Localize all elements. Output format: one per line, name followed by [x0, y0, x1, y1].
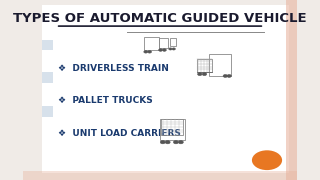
Circle shape: [173, 141, 178, 144]
Circle shape: [172, 48, 175, 50]
Bar: [160, 119, 185, 140]
Circle shape: [169, 48, 172, 50]
Text: TYPES OF AUTOMATIC GUIDED VEHICLE: TYPES OF AUTOMATIC GUIDED VEHICLE: [13, 12, 307, 24]
Bar: [197, 58, 212, 72]
Bar: [159, 38, 168, 48]
Circle shape: [178, 141, 183, 144]
Bar: [170, 38, 176, 46]
FancyBboxPatch shape: [42, 106, 53, 117]
Circle shape: [160, 141, 165, 144]
Circle shape: [223, 75, 228, 77]
FancyBboxPatch shape: [286, 0, 305, 180]
Circle shape: [227, 75, 231, 77]
Text: ❖  UNIT LOAD CARRIERS: ❖ UNIT LOAD CARRIERS: [59, 129, 181, 138]
Bar: [161, 119, 183, 135]
Circle shape: [165, 141, 170, 144]
Circle shape: [159, 49, 163, 51]
Circle shape: [252, 150, 282, 170]
FancyBboxPatch shape: [42, 5, 289, 173]
Bar: [144, 37, 159, 50]
Text: ❖  PALLET TRUCKS: ❖ PALLET TRUCKS: [59, 96, 153, 105]
FancyBboxPatch shape: [42, 40, 53, 50]
Circle shape: [148, 51, 151, 53]
Circle shape: [202, 73, 207, 76]
Circle shape: [144, 51, 148, 53]
Circle shape: [163, 49, 166, 51]
FancyBboxPatch shape: [42, 72, 53, 83]
Text: ❖  DRIVERLESS TRAIN: ❖ DRIVERLESS TRAIN: [59, 64, 169, 73]
Bar: [209, 54, 231, 76]
Circle shape: [197, 73, 202, 76]
FancyBboxPatch shape: [23, 171, 297, 180]
